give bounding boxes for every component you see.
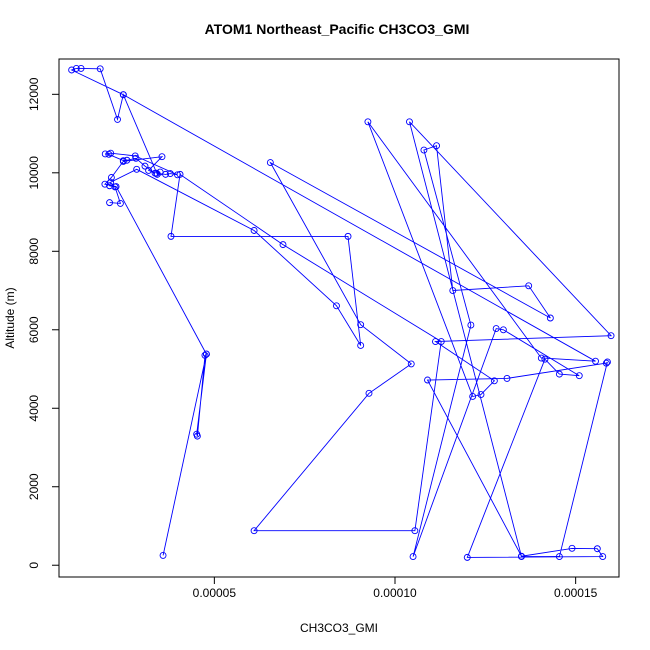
- data-point: [420, 146, 428, 154]
- data-point: [449, 287, 457, 294]
- data-point: [568, 544, 576, 552]
- data-point: [107, 174, 115, 181]
- data-point: [77, 64, 85, 72]
- y-tick-label: 10000: [27, 156, 41, 190]
- data-point: [153, 169, 160, 177]
- data-point: [158, 153, 166, 161]
- data-point: [555, 370, 563, 378]
- data-point: [365, 389, 373, 397]
- data-point: [357, 342, 365, 349]
- series-line: [70, 67, 613, 558]
- x-tick-label: 0.00005: [193, 586, 237, 600]
- data-point: [546, 314, 554, 322]
- data-point: [153, 170, 161, 178]
- data-point: [114, 115, 121, 123]
- data-point: [123, 156, 131, 164]
- data-point: [250, 227, 258, 234]
- data-point: [592, 357, 599, 365]
- data-point: [131, 152, 139, 160]
- data-point: [406, 118, 413, 126]
- data-point: [607, 332, 615, 340]
- x-tick-label: 0.00010: [373, 586, 417, 600]
- data-point: [174, 171, 181, 179]
- data-point: [105, 150, 113, 158]
- data-point: [575, 372, 583, 380]
- data-point: [409, 553, 417, 561]
- data-point: [555, 553, 563, 561]
- y-axis: 0 2000 4000 6000 8000 10000 12000: [27, 77, 59, 569]
- data-point: [411, 527, 419, 535]
- data-point: [107, 149, 115, 157]
- data-point: [499, 326, 507, 334]
- data-point: [68, 66, 76, 74]
- data-point: [518, 552, 525, 560]
- series-points: [68, 64, 615, 561]
- data-point: [541, 355, 549, 363]
- data-point: [364, 118, 372, 126]
- y-tick-label: 8000: [27, 238, 41, 265]
- data-point: [433, 142, 440, 150]
- y-tick-label: 12000: [27, 77, 41, 111]
- data-point: [107, 178, 115, 186]
- data-point: [141, 162, 149, 170]
- y-tick-label: 2000: [27, 473, 41, 500]
- data-point: [119, 157, 127, 165]
- data-point: [492, 325, 500, 333]
- data-point: [593, 545, 601, 553]
- data-point: [525, 282, 533, 290]
- data-point: [96, 65, 104, 73]
- data-point: [467, 321, 475, 329]
- data-point: [193, 430, 201, 438]
- data-point: [201, 351, 209, 359]
- y-tick-label: 4000: [27, 395, 41, 422]
- data-point: [537, 354, 545, 362]
- data-point: [469, 393, 477, 400]
- x-axis-label: CH3CO3_GMI: [300, 621, 378, 635]
- data-point: [344, 232, 352, 240]
- data-point: [176, 170, 184, 178]
- data-point: [279, 241, 287, 249]
- data-point: [333, 302, 340, 310]
- plot-frame: [58, 58, 620, 578]
- series-lines: [70, 67, 613, 558]
- data-point: [111, 183, 119, 191]
- data-point: [357, 321, 365, 329]
- data-point: [437, 338, 445, 345]
- chart-title: ATOM1 Northeast_Pacific CH3CO3_GMI: [205, 21, 470, 37]
- data-point: [602, 359, 610, 367]
- y-tick-label: 6000: [27, 316, 41, 343]
- y-axis-label: Altitude (m): [3, 287, 17, 348]
- data-point: [599, 553, 607, 561]
- data-point: [603, 358, 611, 366]
- data-point: [477, 391, 485, 398]
- data-point: [463, 553, 471, 561]
- data-point: [407, 360, 415, 368]
- data-point: [101, 150, 109, 158]
- x-tick-label: 0.00015: [554, 586, 598, 600]
- data-point: [106, 199, 114, 207]
- data-point: [424, 376, 431, 384]
- data-point: [116, 199, 124, 207]
- data-point: [159, 551, 167, 559]
- data-point: [503, 374, 511, 382]
- data-point: [166, 170, 174, 178]
- data-point: [266, 159, 274, 167]
- data-point: [119, 91, 127, 99]
- data-point: [72, 64, 80, 72]
- data-point: [250, 527, 258, 535]
- data-point: [167, 232, 175, 240]
- data-point: [145, 166, 153, 174]
- x-axis: 0.00005 0.00010 0.00015: [193, 577, 598, 600]
- y-tick-label: 0: [27, 562, 41, 569]
- data-point: [490, 377, 498, 385]
- data-point: [202, 350, 210, 358]
- data-point: [133, 165, 141, 173]
